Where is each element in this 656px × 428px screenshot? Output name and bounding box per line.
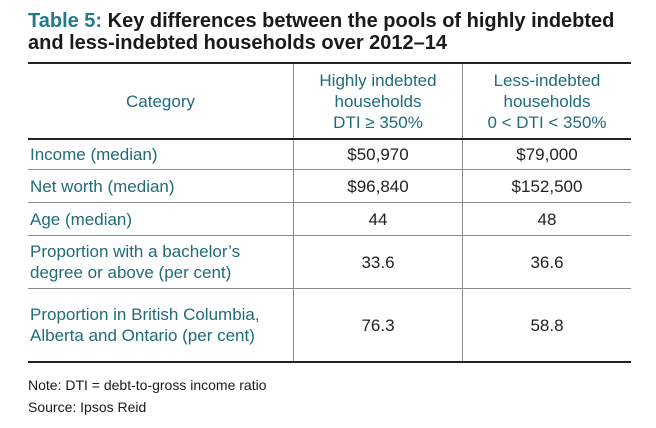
row-highly-value: $50,970 xyxy=(293,139,463,170)
row-highly-value: $96,840 xyxy=(293,169,463,203)
row-category: Net worth (median) xyxy=(28,169,294,203)
data-table: Category Highly indebted households DTI … xyxy=(28,62,631,363)
row-highly-value: 44 xyxy=(293,202,463,236)
row-highly-value: 76.3 xyxy=(293,288,463,363)
table-title-text: Key differences between the pools of hig… xyxy=(28,10,615,54)
source-text: Source: Ipsos Reid xyxy=(28,399,147,415)
header-highly-line-1: Highly indebted xyxy=(319,70,437,90)
header-less-indebted: Less-indebted households 0 < DTI < 350% xyxy=(462,63,631,140)
row-less-value: 36.6 xyxy=(462,235,631,289)
header-less-line-3: 0 < DTI < 350% xyxy=(487,112,607,132)
table-row: Age (median) 44 48 xyxy=(28,202,631,236)
header-category-label: Category xyxy=(126,91,195,111)
data-table-container: Category Highly indebted households DTI … xyxy=(28,62,631,363)
row-highly-value: 33.6 xyxy=(293,235,463,289)
table-notes: Note: DTI = debt-to-gross income ratio S… xyxy=(28,374,267,418)
table-row: Proportion with a bachelor’s degree or a… xyxy=(28,235,631,289)
header-category: Category xyxy=(28,63,294,140)
table-row: Income (median) $50,970 $79,000 xyxy=(28,139,631,170)
header-highly-line-3: DTI ≥ 350% xyxy=(333,112,423,132)
table-row: Net worth (median) $96,840 $152,500 xyxy=(28,169,631,203)
row-less-value: $79,000 xyxy=(462,139,631,170)
header-row: Category Highly indebted households DTI … xyxy=(28,63,631,140)
table-title: Table 5: Key differences between the poo… xyxy=(28,10,638,54)
table-body: Income (median) $50,970 $79,000 Net wort… xyxy=(28,139,631,363)
row-category: Age (median) xyxy=(28,202,294,236)
row-category: Income (median) xyxy=(28,139,294,170)
note-text: Note: DTI = debt-to-gross income ratio xyxy=(28,377,267,393)
row-less-value: 48 xyxy=(462,202,631,236)
header-less-line-1: Less-indebted xyxy=(493,70,601,90)
header-less-line-2: households xyxy=(503,91,591,111)
row-category: Proportion in British Columbia, Alberta … xyxy=(28,288,294,363)
row-category: Proportion with a bachelor’s degree or a… xyxy=(28,235,294,289)
header-highly-line-2: households xyxy=(334,91,422,111)
table-row: Proportion in British Columbia, Alberta … xyxy=(28,288,631,363)
table-header: Category Highly indebted households DTI … xyxy=(28,63,631,140)
row-less-value: 58.8 xyxy=(462,288,631,363)
header-highly-indebted: Highly indebted households DTI ≥ 350% xyxy=(293,63,463,140)
table-number: Table 5: xyxy=(28,10,103,32)
row-less-value: $152,500 xyxy=(462,169,631,203)
